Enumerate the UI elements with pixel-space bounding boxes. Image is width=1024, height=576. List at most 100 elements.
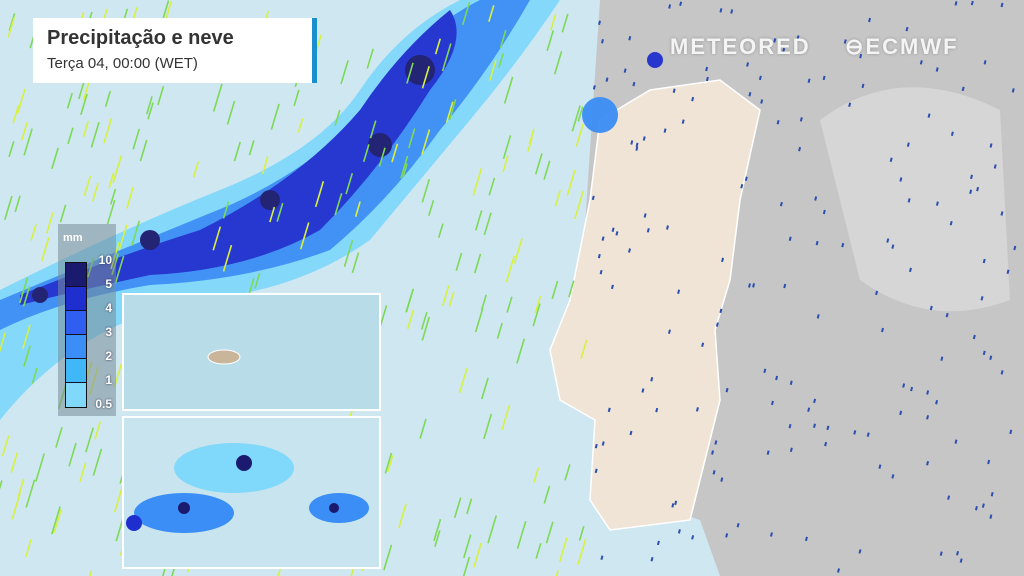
wind-vector — [712, 470, 716, 475]
wind-vector — [453, 497, 462, 519]
wind-vector — [987, 459, 991, 465]
legend-label: 1 — [105, 373, 112, 387]
wind-vector — [628, 248, 631, 253]
wind-vector — [949, 220, 953, 226]
wind-vector — [254, 272, 261, 289]
wind-vector — [725, 387, 729, 393]
wind-vector — [615, 231, 619, 236]
wind-vector — [655, 407, 659, 413]
wind-vector — [656, 540, 660, 546]
wind-vector — [496, 322, 503, 339]
wind-vector — [17, 478, 25, 498]
wind-vector — [945, 312, 949, 318]
wind-vector — [969, 189, 973, 195]
wind-vector — [103, 118, 113, 144]
wind-vector — [691, 535, 695, 540]
wind-vector — [366, 48, 374, 69]
legend-swatch-5 — [66, 287, 86, 311]
wind-vector — [679, 1, 683, 6]
wind-vector — [82, 121, 89, 138]
portugal — [549, 79, 761, 531]
wind-vector — [719, 8, 723, 13]
wind-vector — [789, 380, 793, 385]
wind-vector — [837, 568, 840, 573]
wind-vector — [226, 100, 236, 125]
wind-vector — [902, 383, 906, 388]
wind-vector — [543, 485, 551, 504]
wind-vector — [503, 76, 514, 104]
wind-vector — [878, 464, 882, 469]
wind-vector — [501, 404, 511, 431]
wind-vector — [402, 163, 408, 178]
wind-vector — [406, 309, 415, 330]
wind-vector — [147, 102, 154, 120]
wind-vector — [31, 367, 38, 384]
wind-vector — [533, 467, 540, 483]
wind-vector — [775, 375, 779, 381]
wind-vector — [112, 155, 123, 184]
wind-vector — [891, 244, 895, 249]
wind-vector — [910, 386, 914, 392]
legend-label: 2 — [105, 349, 112, 363]
wind-vector — [650, 556, 654, 562]
wind-vector — [891, 474, 895, 479]
legend-color-bar — [65, 262, 87, 408]
wind-vector — [715, 322, 719, 327]
wind-vector — [853, 430, 857, 435]
wind-vector — [90, 122, 100, 148]
wind-vector — [14, 195, 21, 213]
wind-vector — [434, 38, 442, 55]
wind-vector — [421, 178, 431, 203]
wind-vector — [674, 500, 678, 506]
wind-vector — [959, 558, 963, 563]
wind-vector — [532, 303, 541, 327]
wind-vector — [384, 452, 393, 474]
wind-vector — [601, 236, 605, 241]
wind-vector — [535, 543, 542, 559]
wind-vector — [981, 503, 985, 508]
legend-swatch-10 — [66, 263, 86, 287]
wind-vector — [730, 9, 734, 14]
wind-vector — [954, 1, 958, 6]
wind-vector — [940, 356, 944, 361]
wind-vector — [554, 190, 561, 207]
wind-vector — [473, 542, 482, 568]
wind-vector — [12, 104, 20, 124]
wind-vector — [1011, 88, 1015, 93]
wind-vector — [89, 570, 93, 576]
wind-vector — [534, 295, 542, 314]
wind-vector — [789, 447, 793, 452]
wind-vector — [672, 88, 676, 94]
wind-vector — [705, 66, 709, 72]
mountain-shade — [820, 87, 1010, 312]
wind-vector — [8, 13, 16, 31]
wind-vector — [566, 169, 576, 196]
wind-vector — [720, 477, 724, 482]
wind-vector — [788, 236, 792, 241]
wind-vector — [989, 355, 993, 360]
wind-vector — [598, 20, 601, 25]
wind-vector — [543, 160, 551, 180]
wind-vector — [35, 453, 45, 482]
wind-vector — [746, 62, 750, 67]
wind-vector — [752, 283, 756, 288]
wind-vector — [0, 332, 6, 353]
wind-vector — [448, 98, 457, 121]
wind-vector — [859, 53, 863, 59]
wind-vector — [594, 468, 598, 474]
wind-vector — [905, 26, 909, 32]
wind-vector — [822, 209, 826, 215]
wind-vector — [907, 198, 911, 203]
wind-vector — [233, 141, 241, 162]
wind-vector — [192, 161, 200, 178]
wind-vector — [516, 338, 526, 364]
wind-vector — [668, 4, 672, 9]
wind-vector — [19, 277, 29, 304]
wind-vector — [758, 75, 762, 81]
wind-vector — [719, 308, 723, 314]
wind-vector — [222, 244, 233, 272]
wind-vector — [899, 177, 903, 182]
wind-vector — [441, 43, 452, 72]
inset-madeira — [122, 293, 381, 411]
wind-vector — [488, 177, 496, 196]
